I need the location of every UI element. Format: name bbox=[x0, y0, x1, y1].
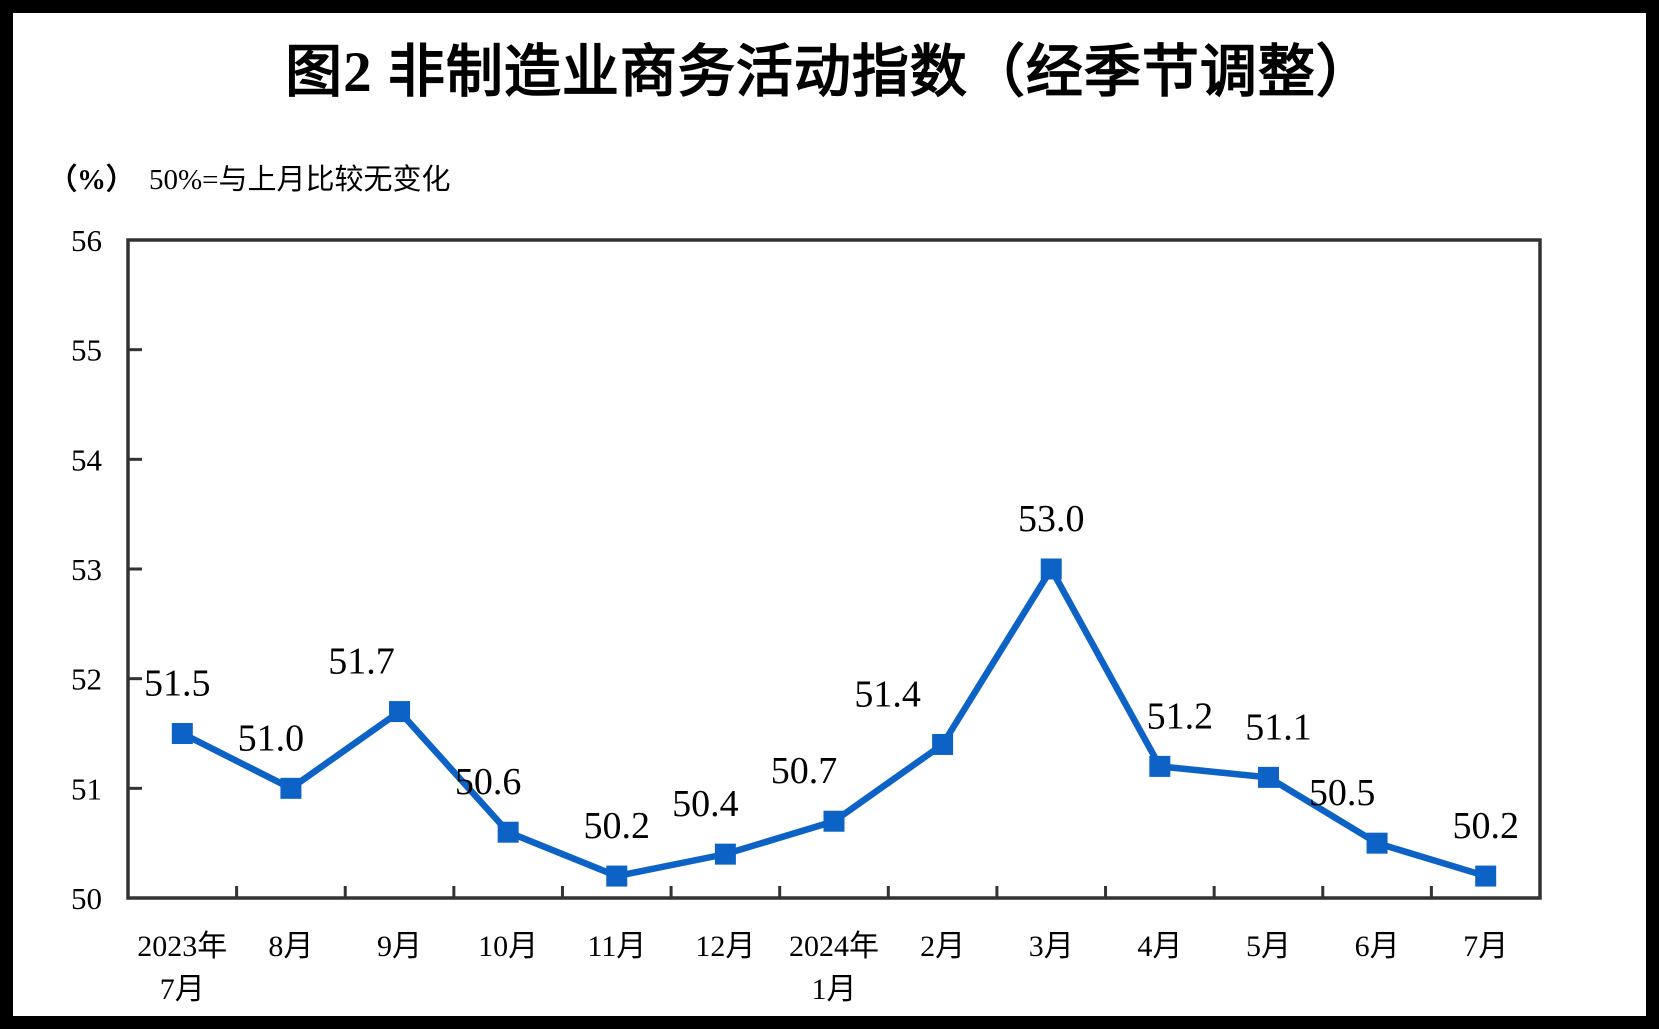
axis-unit-row: （%） 50%=与上月比较无变化 bbox=[48, 156, 451, 198]
data-point-marker bbox=[1366, 832, 1388, 854]
data-point-marker bbox=[171, 723, 193, 744]
data-point-label: 51.1 bbox=[1245, 706, 1312, 748]
data-point-marker bbox=[497, 821, 519, 843]
y-axis-label: 53 bbox=[71, 552, 102, 587]
data-point-marker bbox=[389, 701, 411, 723]
data-point-marker bbox=[280, 777, 302, 799]
data-point-label: 51.7 bbox=[328, 641, 395, 683]
x-axis-label: 2024年 1月 bbox=[789, 930, 879, 1006]
x-axis-label: 9月 bbox=[377, 930, 422, 963]
data-point-marker bbox=[1257, 766, 1279, 788]
y-axis-label: 56 bbox=[71, 223, 102, 258]
data-point-marker bbox=[606, 865, 628, 887]
data-point-label: 50.6 bbox=[455, 761, 522, 803]
x-axis-label: 4月 bbox=[1137, 930, 1182, 963]
y-axis-unit-label: （%） bbox=[48, 164, 136, 196]
data-point-label: 53.0 bbox=[1018, 498, 1085, 540]
x-axis-label: 11月 bbox=[587, 930, 646, 963]
data-point-label: 50.7 bbox=[771, 750, 838, 792]
y-axis-label: 55 bbox=[71, 333, 102, 368]
data-point-marker bbox=[823, 810, 845, 832]
data-point-label: 51.5 bbox=[144, 663, 211, 705]
baseline-note: 50%=与上月比较无变化 bbox=[149, 164, 451, 196]
data-point-marker bbox=[1475, 865, 1497, 887]
x-axis-label: 6月 bbox=[1355, 930, 1400, 963]
data-point-label: 50.5 bbox=[1309, 772, 1376, 814]
x-axis-label: 2023年 7月 bbox=[137, 930, 227, 1006]
data-point-marker bbox=[714, 843, 736, 865]
x-axis-label: 12月 bbox=[695, 930, 755, 963]
x-axis-label: 7月 bbox=[1463, 930, 1508, 963]
data-point-label: 50.4 bbox=[672, 783, 739, 825]
data-point-label: 50.2 bbox=[584, 805, 651, 847]
data-point-marker bbox=[932, 733, 954, 755]
y-axis-label: 50 bbox=[71, 881, 102, 916]
chart-title: 图2 非制造业商务活动指数（经季节调整） bbox=[285, 41, 1374, 104]
data-point-marker bbox=[1149, 755, 1171, 777]
x-axis-label: 2月 bbox=[920, 930, 965, 963]
x-axis-label: 3月 bbox=[1029, 930, 1074, 963]
data-point-label: 50.2 bbox=[1452, 805, 1519, 847]
y-axis-label: 54 bbox=[71, 442, 103, 477]
data-point-label: 51.0 bbox=[238, 717, 305, 759]
x-axis-label: 5月 bbox=[1246, 930, 1291, 963]
y-axis-label: 51 bbox=[71, 771, 102, 806]
y-axis-label: 52 bbox=[71, 662, 102, 697]
x-axis-label: 10月 bbox=[478, 930, 538, 963]
data-point-label: 51.4 bbox=[854, 673, 921, 715]
data-point-label: 51.2 bbox=[1147, 695, 1214, 737]
x-axis-label: 8月 bbox=[268, 930, 313, 963]
data-point-marker bbox=[1040, 558, 1062, 580]
